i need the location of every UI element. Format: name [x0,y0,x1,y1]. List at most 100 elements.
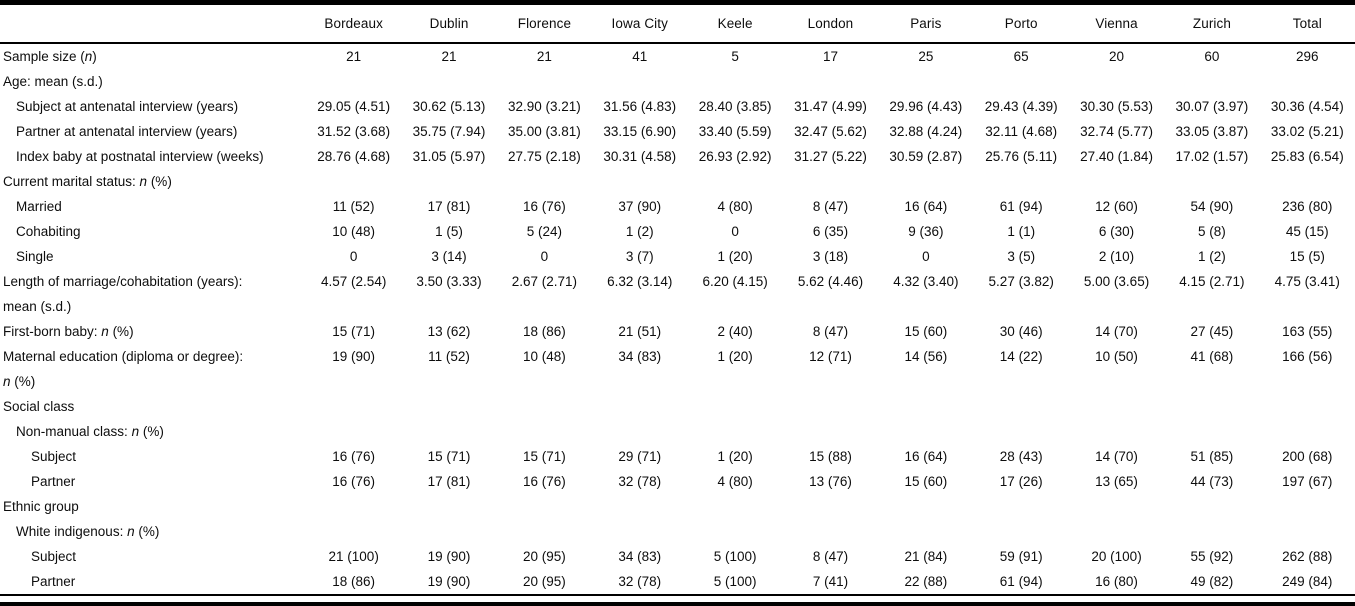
data-cell [497,369,592,394]
data-cell [497,494,592,519]
data-cell: 15 (5) [1289,249,1325,264]
row-label-text: Current marital status: [3,174,140,189]
data-cell [1069,494,1164,519]
data-cell: 4 (80) [717,199,753,214]
row-label-suffix: (%) [139,424,164,439]
data-cell: 55 (92) [1190,549,1234,564]
data-cell: 60 [1204,49,1220,64]
row-label-text: Partner at antenatal interview (years) [16,124,238,139]
data-cell [1164,294,1259,319]
data-cell: 15 (71) [332,324,376,339]
data-cell [687,394,782,419]
data-cell [401,169,496,194]
table-row: Ethnic group [0,494,1355,519]
data-cell: 30.62 (5.13) [412,99,486,114]
data-cell [974,369,1069,394]
data-cell [497,294,592,319]
table-row: Single 0 3 (14) 0 3 (7) 1 (20) 3 (18) 0 3 (5) 2 (… [0,244,1355,269]
data-cell [783,69,878,94]
data-cell: 8 (47) [812,549,849,564]
data-cell: 49 (82) [1190,574,1234,589]
data-cell [306,69,401,94]
data-cell: 19 (90) [332,349,376,364]
row-label-italic-n: n [84,49,93,64]
data-cell [497,69,592,94]
data-cell: 166 (56) [1282,349,1333,364]
data-cell: 16 (64) [904,449,948,464]
row-label: Current marital status: n (%) [0,169,306,194]
data-cell: 1 (2) [1198,249,1226,264]
data-cell: 8 (47) [812,199,849,214]
table-body: Sample size (n) 21 21 21 41 5 17 25 65 20 60 296 Age… [0,43,1355,595]
data-cell: 1 (20) [717,449,753,464]
row-label: Non-manual class: n (%) [0,419,306,444]
data-cell: 14 (70) [1095,324,1138,339]
data-cell: 35.75 (7.94) [412,124,486,139]
row-label: Sample size (n) [0,43,306,69]
row-label-text: Age: mean (s.d.) [3,74,103,89]
table-row: Subject at antenatal interview (years) 29… [0,94,1355,119]
data-cell: 30.31 (4.58) [603,149,677,164]
row-label-text: Partner [31,574,76,589]
data-cell: 2.67 (2.71) [511,274,578,289]
table-row: Length of marriage/cohabitation (years):… [0,269,1355,294]
data-cell: 163 (55) [1282,324,1333,339]
data-cell [1260,494,1355,519]
table-row: Partner at antenatal interview (years) 31… [0,119,1355,144]
data-cell [783,419,878,444]
data-cell: 34 (83) [618,349,662,364]
data-cell: 25.76 (5.11) [985,149,1058,164]
row-label: White indigenous: n (%) [0,519,306,544]
column-header: Bordeaux [324,16,383,31]
sample-characteristics-table: Bordeaux Dublin Florence Iowa City Keele Lond… [0,5,1355,596]
row-label: Cohabiting [0,219,306,244]
data-cell: 12 (71) [809,349,852,364]
table-row: Maternal education (diploma or degree): 1… [0,344,1355,369]
data-cell: 15 (71) [427,449,471,464]
data-cell: 32 (78) [618,474,662,489]
data-cell [1164,519,1259,544]
data-cell [306,369,401,394]
data-cell: 41 (68) [1190,349,1234,364]
data-cell: 5.62 (4.46) [797,274,864,289]
data-cell: 30.07 (3.97) [1175,99,1249,114]
row-label-text: Maternal education (diploma or degree): [3,349,244,364]
data-cell: 65 [1013,49,1029,64]
data-cell: 6.20 (4.15) [702,274,768,289]
data-cell [306,494,401,519]
data-cell [306,169,401,194]
data-cell [687,294,782,319]
column-header: Paris [910,16,942,31]
data-cell [878,369,973,394]
data-cell: 61 (94) [999,574,1043,589]
row-label-text: Non-manual class: [16,424,132,439]
data-cell [974,494,1069,519]
data-cell [1164,369,1259,394]
data-cell [974,294,1069,319]
data-cell [497,419,592,444]
data-cell: 21 (84) [904,549,948,564]
data-cell: 0 [540,249,549,264]
data-cell: 45 (15) [1285,224,1329,239]
data-cell: 21 [536,49,552,64]
column-header: Total [1292,16,1322,31]
data-cell [497,394,592,419]
data-cell [687,494,782,519]
data-cell: 4 (80) [717,474,753,489]
data-cell [401,294,496,319]
data-cell: 41 [632,49,648,64]
data-cell: 32.11 (4.68) [985,124,1058,139]
data-cell: 5.27 (3.82) [988,274,1054,289]
column-header: Florence [517,16,572,31]
data-cell: 9 (36) [908,224,944,239]
row-label: mean (s.d.) [0,294,306,319]
data-cell [1260,169,1355,194]
row-label: Partner [0,469,306,494]
data-cell [401,494,496,519]
data-cell [1260,69,1355,94]
row-label: Index baby at postnatal interview (weeks… [0,144,306,169]
data-cell: 18 (86) [332,574,376,589]
data-cell [878,419,973,444]
row-label-italic-n: n [139,174,148,189]
data-cell [878,294,973,319]
